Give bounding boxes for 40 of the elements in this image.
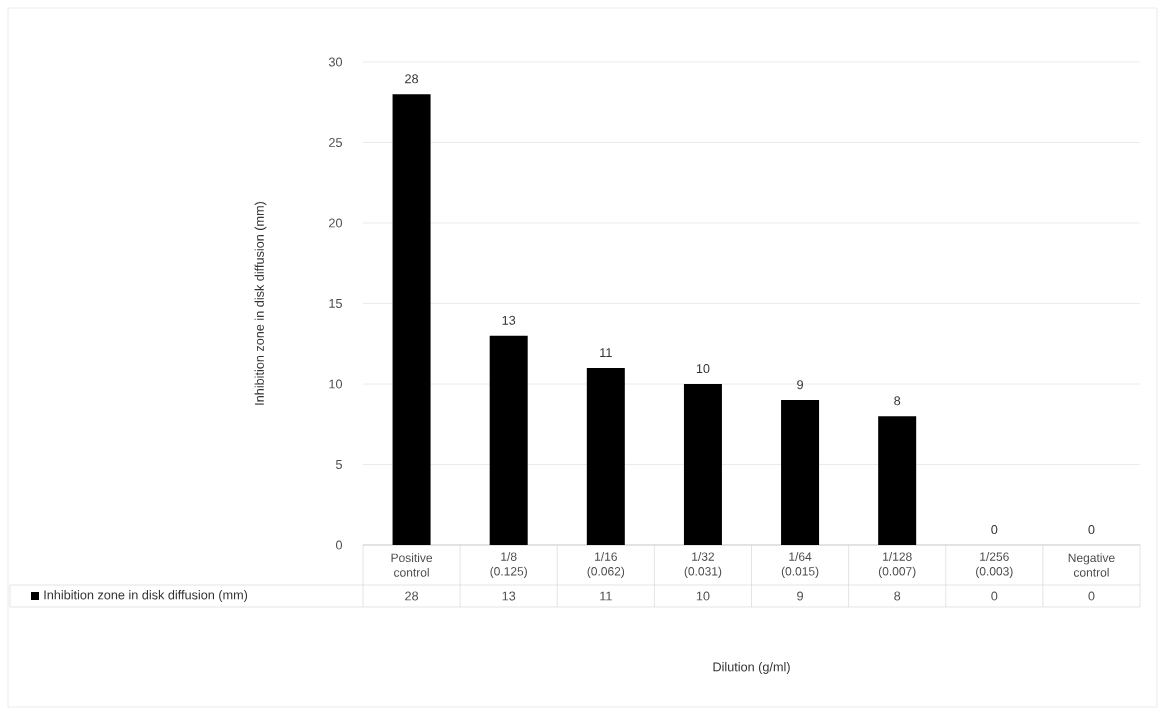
text: Dilution (g/ml): [713, 662, 790, 674]
text: 11: [600, 348, 612, 357]
y-axis-title: Inhibition zone in disk diffusion (mm): [254, 202, 267, 405]
data-label: 0: [991, 591, 998, 601]
y-tick-label: 25: [329, 138, 342, 147]
x-tick-label: 1/16 (0.062): [587, 552, 625, 578]
text: 0: [1088, 525, 1095, 535]
y-tick-label: 20: [329, 218, 343, 228]
text: 9: [797, 380, 803, 390]
data-label: 8: [894, 591, 901, 601]
text: 8: [894, 396, 901, 406]
text: 10: [696, 364, 710, 374]
y-tick-label: 0: [335, 540, 343, 550]
y-tick-label: 5: [335, 460, 342, 469]
bar: [392, 94, 431, 545]
y-tick-label: 15: [329, 299, 342, 308]
data-label: 0: [1088, 591, 1095, 601]
x-tick-label: Negative control: [1068, 553, 1115, 577]
text: 13: [502, 315, 516, 325]
data-label: 9: [797, 591, 803, 601]
bar: [878, 416, 917, 545]
data-label: 10: [696, 591, 710, 601]
legend-label: Inhibition zone in disk diffusion (mm): [44, 590, 248, 602]
text: 0: [991, 525, 998, 535]
x-tick-label: 1/8 (0.125): [490, 552, 527, 578]
y-tick-label: 10: [329, 379, 343, 389]
x-tick-label: 1/256 (0.003): [976, 552, 1013, 578]
data-label: 13: [502, 591, 516, 601]
bar: [683, 384, 722, 545]
y-tick-label: 30: [328, 57, 343, 67]
bar: [586, 367, 625, 545]
x-tick-label: 1/64 (0.015): [781, 552, 819, 578]
x-tick-label: 1/128 (0.007): [878, 552, 916, 578]
bar: [781, 400, 820, 545]
text: 28: [405, 74, 419, 84]
x-tick-label: 1/32 (0.031): [684, 552, 722, 578]
data-label: 28: [405, 591, 419, 601]
x-tick-label: Positive control: [391, 553, 433, 577]
bar: [489, 335, 528, 545]
data-label: 11: [600, 591, 612, 601]
